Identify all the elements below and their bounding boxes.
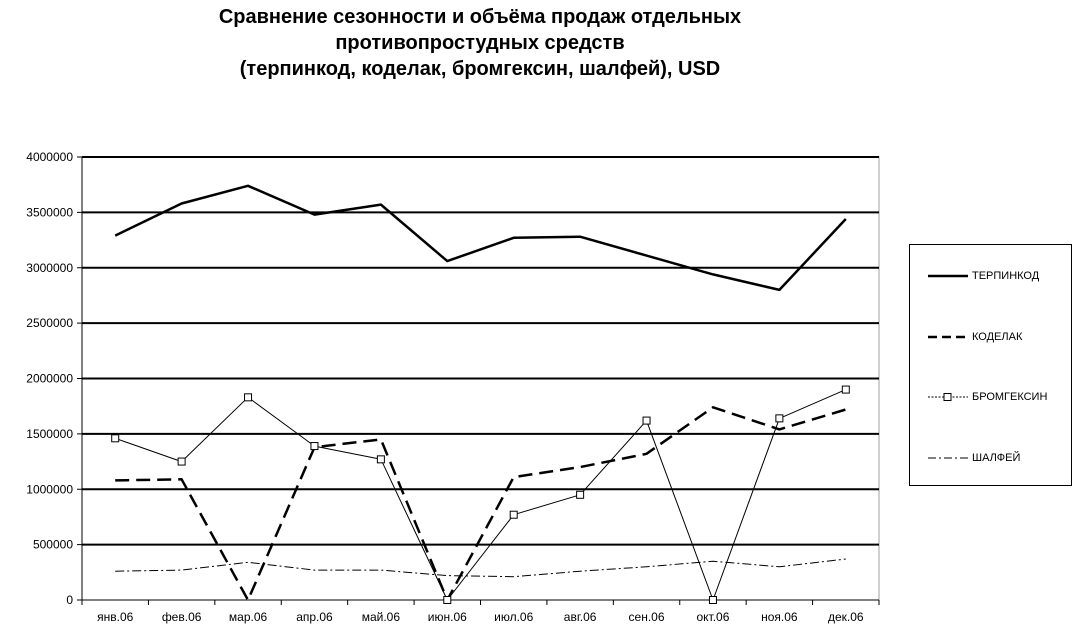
x-tick-label: авг.06 <box>564 610 597 624</box>
marker-bromgeksin <box>775 414 784 423</box>
marker-bromgeksin <box>177 457 186 466</box>
x-tick-label: сен.06 <box>629 610 665 624</box>
y-tick-label: 4000000 <box>26 150 73 164</box>
legend-swatch-bromgeksin <box>928 393 968 401</box>
x-tick-label: июл.06 <box>494 610 533 624</box>
y-tick-label: 0 <box>66 593 73 607</box>
chart-title-line-3: (терпинкод, коделак, бромгексин, шалфей)… <box>239 58 721 80</box>
legend-label-shalfei: ШАЛФЕЙ <box>972 452 1021 464</box>
legend-swatch-shalfei <box>928 457 968 459</box>
legend-label-bromgeksin: БРОМГЕКСИН <box>972 391 1048 403</box>
marker-bromgeksin <box>841 385 850 394</box>
y-tick-label: 3000000 <box>26 261 73 275</box>
legend-item-shalfei: ШАЛФЕЙ <box>928 448 1020 468</box>
marker-bromgeksin <box>244 393 253 402</box>
marker-bromgeksin <box>576 490 585 499</box>
x-tick-label: май.06 <box>362 610 401 624</box>
x-tick-label: июн.06 <box>428 610 467 624</box>
legend: ТЕРПИНКОД КОДЕЛАК БРОМГЕКСИН ШАЛФЕЙ <box>909 244 1072 486</box>
y-tick-label: 2500000 <box>26 316 73 330</box>
marker-bromgeksin <box>443 596 452 604</box>
series-markers <box>111 385 850 604</box>
marker-bromgeksin <box>310 442 319 451</box>
marker-bromgeksin <box>708 596 717 604</box>
legend-item-bromgeksin: БРОМГЕКСИН <box>928 387 1047 407</box>
x-tick-label: ноя.06 <box>761 610 798 624</box>
x-tick-label: янв.06 <box>97 610 134 624</box>
x-tick-label: мар.06 <box>229 610 268 624</box>
chart-title-line-2: противопростудных средств <box>335 32 625 54</box>
y-axis-ticks: 0 500000 1000000 1500000 2000000 2500000 30000… <box>26 150 82 607</box>
marker-bromgeksin <box>642 416 651 425</box>
marker-bromgeksin <box>376 455 385 464</box>
chart-title: Сравнение сезонности и объёма продаж отд… <box>150 4 870 82</box>
legend-label-kodelak: КОДЕЛАК <box>972 331 1023 343</box>
x-tick-label: апр.06 <box>296 610 333 624</box>
legend-item-kodelak: КОДЕЛАК <box>928 327 1022 347</box>
x-axis-ticks: янв.06 фев.06 мар.06 апр.06 май.06 июн.06 июл.… <box>81 600 880 624</box>
y-tick-label: 1000000 <box>26 482 73 496</box>
chart-title-line-1: Сравнение сезонности и объёма продаж отд… <box>218 6 742 28</box>
series-line-terpinkod <box>114 184 847 292</box>
grid-lines <box>82 156 879 546</box>
series-line-bromgeksin <box>115 389 846 601</box>
y-tick-label: 1500000 <box>26 427 73 441</box>
marker-bromgeksin <box>509 510 518 519</box>
series-line-shalfei <box>115 558 846 578</box>
y-tick-label: 2000000 <box>26 372 73 386</box>
y-tick-label: 500000 <box>33 538 73 552</box>
x-tick-label: фев.06 <box>162 610 202 624</box>
y-tick-label: 3500000 <box>26 205 73 219</box>
x-tick-label: дек.06 <box>828 610 864 624</box>
legend-swatch-kodelak <box>928 335 968 339</box>
series-lines <box>114 184 847 602</box>
x-tick-label: окт.06 <box>697 610 730 624</box>
legend-item-terpinkod: ТЕРПИНКОД <box>928 266 1039 286</box>
marker-bromgeksin <box>111 434 120 443</box>
legend-swatch-terpinkod <box>928 274 968 278</box>
legend-label-terpinkod: ТЕРПИНКОД <box>972 270 1040 282</box>
series-line-kodelak <box>115 406 847 602</box>
